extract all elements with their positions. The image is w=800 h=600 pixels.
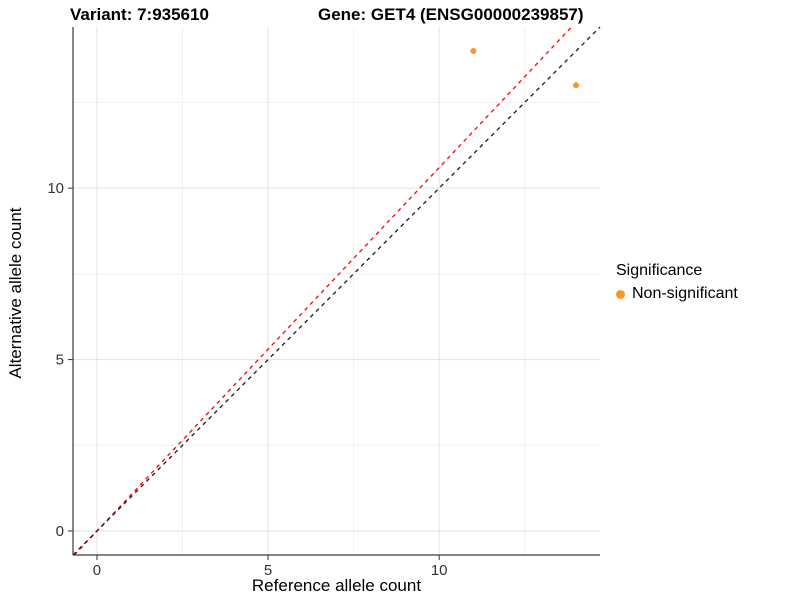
variant-title: Variant: 7:935610 [70,5,209,24]
data-point [470,48,477,54]
legend-title: Significance [616,262,703,279]
legend-items: Non-significant [616,285,738,303]
data-point [573,82,580,89]
legend-item-label: Non-significant [632,285,738,302]
y-tick-label: 5 [56,352,64,369]
ratio-line [73,26,572,556]
legend-item: Non-significant [616,285,738,303]
y-axis-label: Alternative allele count [6,207,25,379]
legend-point-icon [616,289,625,299]
identity-line [72,26,601,556]
y-tick-label: 0 [56,523,64,540]
legend: Significance Non-significant [616,262,738,303]
gene-title: Gene: GET4 (ENSG00000239857) [318,5,584,24]
x-tick-label: 0 [93,562,101,579]
y-tick-label: 10 [47,180,64,197]
x-axis-label: Reference allele count [251,576,422,595]
x-tick-label: 5 [264,562,272,579]
x-tick-label: 10 [431,562,448,579]
